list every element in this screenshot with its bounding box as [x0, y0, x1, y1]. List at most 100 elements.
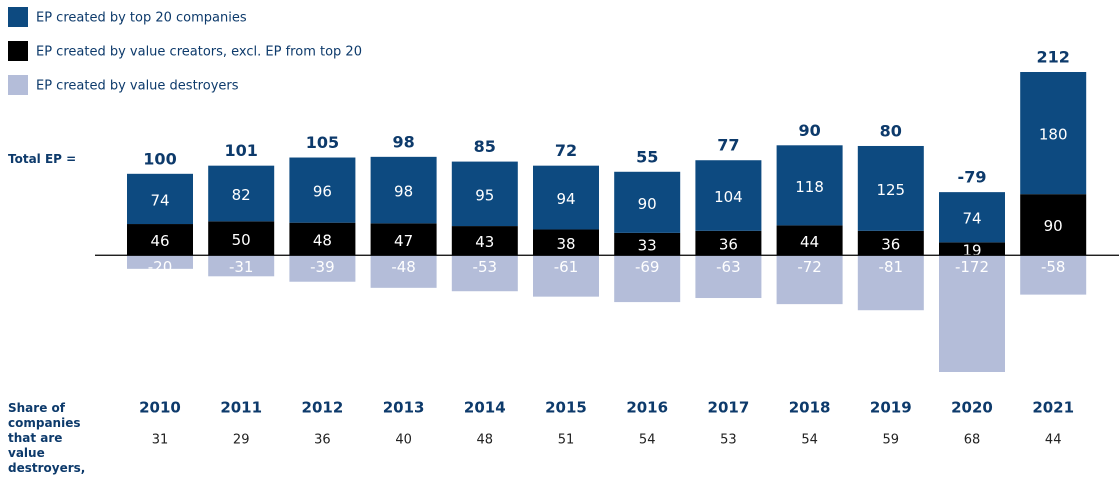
segment-label: 36 [719, 236, 738, 254]
total-label: 80 [880, 121, 902, 140]
year-label: 2017 [708, 399, 750, 417]
legend-swatch [8, 75, 28, 95]
bar-segment [127, 173, 193, 225]
share-value: 53 [720, 433, 737, 448]
segment-label: -69 [635, 258, 660, 276]
bar-segment [695, 230, 762, 256]
share-value: 59 [883, 433, 900, 448]
legend-swatch [8, 41, 28, 61]
bar-segment [208, 165, 275, 222]
bar-segment [127, 224, 193, 256]
share-value: 48 [477, 433, 494, 448]
share-value: 51 [558, 433, 575, 448]
segment-label: -39 [310, 258, 335, 276]
bar-segment [289, 157, 356, 223]
bar-segment [1020, 255, 1087, 295]
bar-segment [939, 255, 1005, 372]
segment-label: -61 [554, 258, 579, 276]
segment-label: 50 [232, 231, 251, 249]
segment-label: 98 [394, 183, 413, 201]
segment-label: 90 [1044, 217, 1063, 235]
bar-segment [614, 171, 681, 233]
year-label: 2013 [383, 399, 425, 417]
total-label: 85 [474, 137, 496, 156]
bar-segment [533, 165, 599, 230]
bar-segment [370, 156, 437, 224]
bar-segment [614, 232, 681, 256]
total-label: -79 [958, 168, 987, 187]
segment-label: -48 [391, 258, 416, 276]
bar-segment [939, 192, 1005, 243]
total-label: 212 [1036, 48, 1069, 67]
segment-label: 43 [475, 233, 494, 251]
year-label: 2011 [220, 399, 262, 417]
year-label: 2016 [626, 399, 668, 417]
total-label: 55 [636, 147, 658, 166]
bar-segment [370, 223, 437, 256]
share-value: 44 [1045, 433, 1062, 448]
segment-label: 36 [881, 236, 900, 254]
segment-label: 95 [475, 186, 494, 204]
segment-label: 180 [1039, 126, 1068, 144]
segment-label: 48 [313, 231, 332, 249]
year-label: 2012 [302, 399, 344, 417]
legend-label: EP created by value destroyers [36, 79, 239, 94]
segment-label: 96 [313, 183, 332, 201]
bar-segment [1020, 72, 1087, 195]
segment-label: 82 [232, 186, 251, 204]
segment-label: -72 [797, 258, 822, 276]
total-label: 101 [224, 141, 257, 160]
bar-segment [208, 255, 275, 277]
share-value: 68 [964, 433, 981, 448]
legend-swatch [8, 7, 28, 27]
legend-label: EP created by top 20 companies [36, 11, 247, 26]
segment-label: -172 [955, 258, 989, 276]
segment-label: 118 [795, 178, 824, 196]
segment-label: 74 [962, 210, 981, 228]
total-label: 77 [717, 136, 739, 155]
segment-label: 47 [394, 232, 413, 250]
bar-segment [776, 255, 843, 305]
total-label: 100 [143, 149, 176, 168]
segment-label: 94 [556, 190, 575, 208]
bar-segment [533, 255, 599, 297]
total-label: 98 [392, 132, 414, 151]
segment-label: 125 [876, 181, 905, 199]
total-label: 105 [306, 133, 339, 152]
share-value: 54 [639, 433, 656, 448]
bar-segment [289, 222, 356, 256]
share-label: Share of companies that are value destro… [8, 401, 86, 478]
bar-segment [776, 225, 843, 256]
total-label: 72 [555, 141, 577, 160]
bar-segment [857, 230, 924, 256]
segment-label: -81 [879, 258, 904, 276]
share-value: 31 [152, 433, 169, 448]
segment-label: 38 [556, 235, 575, 253]
bar-segment [127, 255, 193, 269]
share-value: 54 [801, 433, 818, 448]
year-label: 2014 [464, 399, 506, 417]
segment-label: 46 [150, 232, 169, 250]
bar-segment [289, 255, 356, 282]
year-label: 2021 [1032, 399, 1074, 417]
segment-label: 33 [638, 237, 657, 255]
year-label: 2020 [951, 399, 993, 417]
segment-label: 104 [714, 188, 743, 206]
bar-segment [857, 255, 924, 311]
share-value: 36 [314, 433, 331, 448]
year-label: 2018 [789, 399, 831, 417]
totals-label: Total EP = [8, 152, 77, 166]
segment-label: -58 [1041, 258, 1066, 276]
bar-segment [451, 161, 518, 227]
bar-segment [695, 255, 762, 299]
share-value: 29 [233, 433, 250, 448]
year-label: 2015 [545, 399, 587, 417]
bar-segment [857, 145, 924, 231]
year-label: 2019 [870, 399, 912, 417]
bar-segment [451, 226, 518, 256]
legend-label: EP created by value creators, excl. EP f… [36, 45, 362, 60]
share-value: 40 [395, 433, 412, 448]
bar-segment [939, 242, 1005, 256]
